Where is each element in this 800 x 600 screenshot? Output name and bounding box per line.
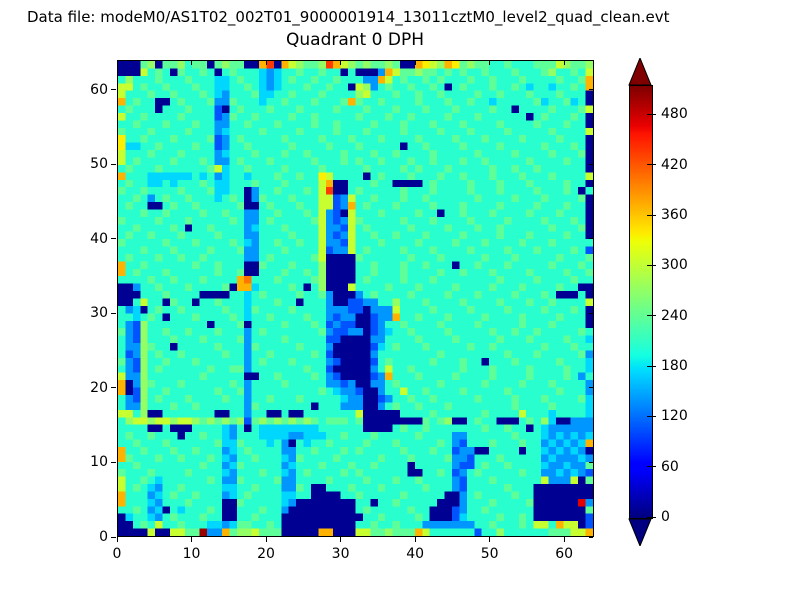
y-tick-mark-right bbox=[589, 387, 593, 389]
x-tick-mark-top bbox=[191, 61, 193, 65]
colorbar-tick-mark bbox=[647, 164, 656, 166]
colorbar-tick-mark bbox=[647, 214, 656, 216]
colorbar-tick-label: 360 bbox=[661, 207, 688, 224]
colorbar-tick-label: 120 bbox=[661, 408, 688, 425]
plot-title: Quadrant 0 DPH bbox=[286, 30, 424, 50]
colorbar-tick-mark bbox=[647, 516, 656, 518]
colorbar bbox=[629, 85, 653, 519]
y-tick-mark bbox=[111, 387, 116, 389]
x-tick-label: 30 bbox=[331, 546, 350, 562]
x-tick-mark bbox=[191, 537, 193, 542]
x-tick-label: 0 bbox=[112, 546, 122, 562]
colorbar-under-arrow bbox=[628, 518, 652, 546]
y-tick-mark-right bbox=[589, 238, 593, 240]
x-tick-mark bbox=[265, 537, 267, 542]
colorbar-tick-mark bbox=[647, 466, 656, 468]
y-tick-label: 60 bbox=[90, 81, 108, 98]
y-tick-mark bbox=[111, 461, 116, 463]
x-tick-mark-top bbox=[340, 61, 342, 65]
y-tick-mark bbox=[111, 89, 116, 91]
colorbar-tick-mark bbox=[647, 415, 656, 417]
y-tick-mark-right bbox=[589, 536, 593, 538]
x-tick-mark bbox=[116, 537, 118, 542]
x-tick-label: 20 bbox=[257, 546, 275, 562]
colorbar-tick-mark bbox=[647, 365, 656, 367]
plot-area bbox=[117, 60, 594, 537]
colorbar-tick-mark bbox=[647, 113, 656, 115]
colorbar-tick-label: 480 bbox=[661, 106, 688, 123]
colorbar-tick-label: 180 bbox=[661, 358, 688, 374]
colorbar-tick-label: 60 bbox=[661, 458, 679, 475]
y-tick-label: 30 bbox=[90, 305, 108, 322]
x-tick-label: 10 bbox=[182, 546, 201, 562]
x-tick-mark-top bbox=[563, 61, 565, 65]
x-tick-label: 60 bbox=[555, 546, 574, 562]
x-tick-mark-top bbox=[414, 61, 416, 65]
x-tick-mark bbox=[563, 537, 565, 542]
colorbar-tick-label: 420 bbox=[661, 156, 688, 173]
colorbar-tick-mark bbox=[647, 264, 656, 266]
y-tick-label: 20 bbox=[90, 379, 108, 396]
colorbar-over-arrow bbox=[628, 58, 652, 86]
x-tick-mark bbox=[340, 537, 342, 542]
colorbar-tick-label: 300 bbox=[661, 257, 688, 274]
x-tick-label: 40 bbox=[406, 546, 425, 562]
y-tick-mark-right bbox=[589, 312, 593, 314]
heatmap-canvas bbox=[118, 61, 593, 536]
y-tick-label: 50 bbox=[90, 156, 108, 173]
colorbar-tick-mark bbox=[647, 315, 656, 317]
data-file-label: Data file: modeM0/AS1T02_002T01_90000019… bbox=[27, 8, 670, 26]
y-tick-label: 0 bbox=[99, 529, 108, 545]
colorbar-tick-label: 0 bbox=[661, 509, 670, 525]
colorbar-tick-label: 240 bbox=[661, 307, 688, 324]
x-tick-label: 50 bbox=[480, 546, 499, 562]
x-tick-mark-top bbox=[116, 61, 118, 65]
y-tick-label: 10 bbox=[90, 454, 108, 471]
y-tick-mark bbox=[111, 312, 116, 314]
x-tick-mark bbox=[414, 537, 416, 542]
y-tick-mark-right bbox=[589, 89, 593, 91]
y-tick-mark bbox=[111, 536, 116, 538]
y-tick-mark bbox=[111, 238, 116, 240]
y-tick-mark bbox=[111, 163, 116, 165]
x-tick-mark-top bbox=[489, 61, 491, 65]
x-tick-mark bbox=[489, 537, 491, 542]
y-tick-label: 40 bbox=[90, 230, 108, 247]
y-tick-mark-right bbox=[589, 461, 593, 463]
y-tick-mark-right bbox=[589, 163, 593, 165]
x-tick-mark-top bbox=[265, 61, 267, 65]
